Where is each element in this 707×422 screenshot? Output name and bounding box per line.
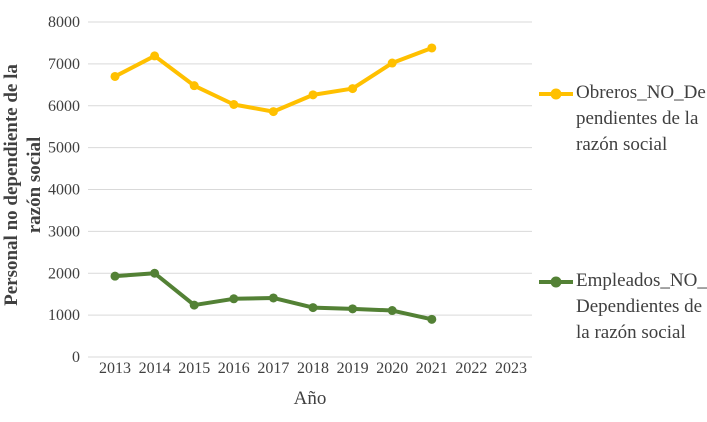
x-tick-label: 2017 [257,360,289,377]
data-point [150,51,160,61]
y-tick-label: 1000 [48,307,80,324]
x-tick-label: 2016 [218,360,250,377]
data-point [387,306,397,316]
y-axis-title-line1: Personal no dependiente de la [1,64,22,306]
x-tick-label: 2019 [337,360,369,377]
x-tick-label: 2015 [178,360,210,377]
legend-label-obreros: Obreros_NO_De pendientes de la razón soc… [576,82,706,155]
data-point [348,304,358,314]
series-0 [110,43,437,117]
data-point [427,43,437,53]
x-tick-label: 2022 [455,360,487,377]
gridlines [88,21,532,358]
data-point [150,268,160,278]
legend-marker-obreros-icon [539,88,573,100]
data-point [308,303,318,313]
legend-label-empleados: Empleados_NO_ Dependientes de la razón s… [576,270,707,343]
x-tick-label: 2014 [139,360,171,377]
y-tick-labels: 0 1000 2000 3000 4000 5000 6000 7000 8000 [48,14,80,366]
y-tick-label: 7000 [48,56,80,73]
y-tick-label: 0 [72,349,80,366]
data-point [427,314,437,324]
x-axis-title: Año [293,388,327,409]
x-tick-label: 2021 [416,360,448,377]
data-point [110,71,120,81]
y-tick-label: 6000 [48,98,80,115]
data-point [268,293,278,303]
data-point [348,84,358,94]
y-tick-label: 3000 [48,223,80,240]
legend-item-empleados: Empleados_NO_ Dependientes de la razón s… [538,268,707,346]
y-tick-label: 4000 [48,182,80,199]
y-tick-label: 5000 [48,140,80,157]
x-tick-label: 2013 [99,360,131,377]
data-point [189,300,199,310]
x-tick-label: 2018 [297,360,329,377]
y-tick-label: 8000 [48,14,80,31]
legend-marker-empleados-icon [539,276,573,288]
y-axis-title-line2: razón social [24,136,45,234]
legend-item-obreros: Obreros_NO_De pendientes de la razón soc… [538,80,706,158]
x-tick-label: 2020 [376,360,408,377]
data-point [229,99,239,109]
x-tick-labels: 2013 2014 2015 2016 2017 2018 2019 2020 2021 2022… [99,360,527,377]
data-point [110,271,120,281]
series-1 [110,268,437,324]
x-tick-label: 2023 [495,360,527,377]
data-point [189,81,199,91]
data-point [268,107,278,117]
data-point [308,90,318,100]
data-point [387,58,397,68]
y-axis-title: Personal no dependiente de la razón soci… [0,0,46,370]
legend: Obreros_NO_De pendientes de la razón soc… [538,0,707,422]
data-point [229,294,239,304]
y-tick-label: 2000 [48,265,80,282]
series-line [113,45,434,114]
